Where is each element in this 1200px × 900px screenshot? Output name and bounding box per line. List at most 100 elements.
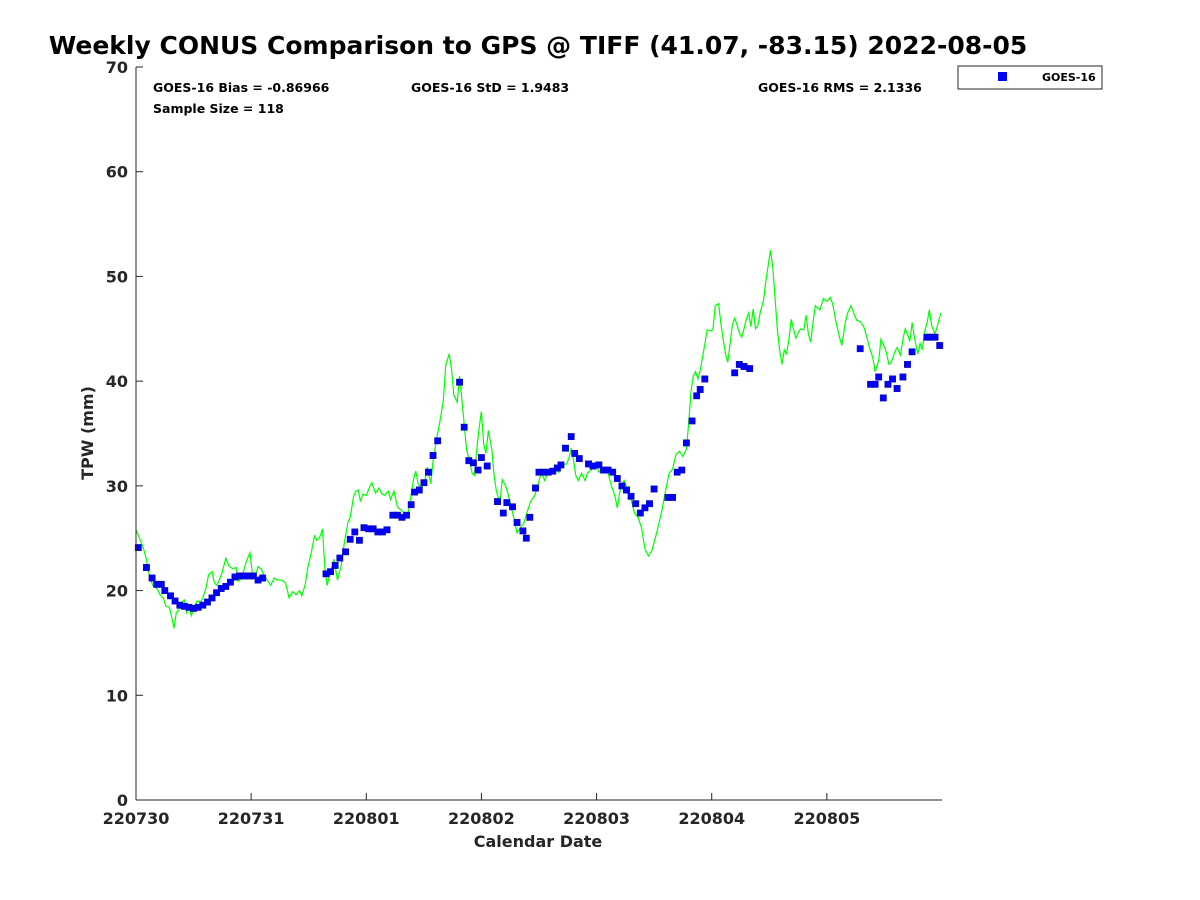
goes16-point bbox=[562, 444, 569, 452]
goes16-point bbox=[171, 597, 179, 605]
goes16-point bbox=[875, 373, 883, 381]
goes16-point bbox=[632, 500, 640, 508]
goes16-point bbox=[327, 568, 334, 576]
goes16-point bbox=[889, 375, 896, 383]
goes16-point bbox=[899, 373, 907, 381]
goes16-point bbox=[575, 455, 583, 462]
goes16-point bbox=[623, 486, 630, 494]
goes16-point bbox=[936, 342, 944, 349]
goes16-point bbox=[148, 574, 156, 582]
goes16-point bbox=[161, 587, 169, 595]
goes16-point bbox=[226, 578, 234, 586]
goes16-point bbox=[425, 468, 432, 476]
x-tick-label: 220805 bbox=[793, 809, 860, 828]
goes16-point bbox=[613, 475, 621, 482]
stat-rms: GOES-16 RMS = 2.1336 bbox=[758, 80, 922, 95]
stat-sample-size: Sample Size = 118 bbox=[153, 101, 284, 116]
goes16-point bbox=[522, 534, 530, 542]
y-tick-label: 30 bbox=[106, 477, 128, 496]
goes16-point bbox=[731, 369, 739, 377]
plot-area bbox=[136, 67, 942, 800]
chart-title: Weekly CONUS Comparison to GPS @ TIFF (4… bbox=[49, 31, 1028, 60]
goes16-point bbox=[650, 485, 658, 493]
goes16-point bbox=[893, 385, 901, 392]
goes16-point bbox=[646, 500, 653, 508]
y-tick-label: 50 bbox=[106, 267, 128, 286]
goes16-point bbox=[746, 365, 754, 372]
goes16-point bbox=[589, 462, 597, 470]
goes16-point bbox=[856, 345, 864, 353]
x-tick-label: 220730 bbox=[103, 809, 170, 828]
goes16-point bbox=[456, 378, 463, 386]
goes16-point bbox=[636, 509, 644, 517]
goes16-point bbox=[509, 503, 516, 511]
goes16-point bbox=[474, 466, 482, 474]
goes16-point bbox=[683, 439, 690, 447]
goes16-point bbox=[609, 468, 617, 476]
x-tick-label: 220801 bbox=[333, 809, 400, 828]
goes16-point bbox=[701, 375, 709, 383]
goes16-point bbox=[503, 499, 511, 506]
goes16-point bbox=[618, 482, 626, 490]
goes16-point bbox=[483, 462, 491, 470]
goes16-point bbox=[557, 461, 565, 469]
x-tick-label: 220731 bbox=[218, 809, 285, 828]
goes16-point bbox=[208, 594, 216, 602]
x-axis-label: Calendar Date bbox=[474, 832, 603, 851]
x-ticks: 220730 220731 220801 220802 220803 220804 2208… bbox=[103, 793, 860, 828]
legend: GOES-16 bbox=[957, 65, 1103, 90]
goes16-point bbox=[157, 580, 165, 588]
goes16-point bbox=[740, 363, 748, 370]
legend-box bbox=[957, 65, 1103, 90]
goes16-point bbox=[693, 392, 701, 400]
goes16-point bbox=[460, 423, 468, 431]
goes16-point bbox=[420, 479, 428, 487]
goes16-point bbox=[532, 484, 539, 492]
goes16-point bbox=[879, 394, 887, 402]
goes16-point bbox=[356, 536, 363, 544]
goes16-point bbox=[222, 583, 230, 590]
axes bbox=[135, 67, 942, 801]
goes16-point bbox=[688, 417, 696, 425]
goes16-point bbox=[434, 437, 442, 445]
goes16-point bbox=[134, 544, 142, 552]
goes16-point bbox=[669, 494, 677, 501]
x-tick-label: 220802 bbox=[448, 809, 515, 828]
y-tick-label: 20 bbox=[106, 582, 128, 601]
goes16-point bbox=[931, 333, 939, 341]
y-tick-label: 10 bbox=[106, 686, 128, 705]
goes16-point bbox=[884, 380, 892, 388]
goes16-point bbox=[526, 513, 534, 521]
y-tick-label: 70 bbox=[106, 58, 128, 77]
goes16-point bbox=[331, 562, 339, 569]
goes16-point bbox=[641, 504, 649, 512]
y-tick-label: 40 bbox=[106, 372, 128, 391]
goes16-point bbox=[415, 486, 423, 494]
goes16-point bbox=[519, 527, 527, 535]
goes16-point bbox=[696, 386, 704, 393]
goes16-point bbox=[383, 526, 391, 534]
goes16-point bbox=[407, 501, 415, 509]
goes16-point bbox=[336, 554, 344, 562]
series-layer bbox=[134, 250, 944, 629]
stats-annotations: GOES-16 Bias = -0.86966 GOES-16 StD = 1.… bbox=[153, 80, 922, 116]
goes16-point bbox=[908, 348, 916, 356]
goes16-point bbox=[213, 589, 220, 597]
goes16-point bbox=[351, 528, 359, 536]
goes16-point bbox=[478, 454, 485, 461]
goes16-point bbox=[470, 459, 477, 467]
goes16-point bbox=[595, 461, 603, 469]
goes16-point bbox=[678, 466, 686, 474]
y-tick-label: 0 bbox=[117, 791, 128, 810]
goes16-point bbox=[259, 574, 267, 582]
stat-bias: GOES-16 Bias = -0.86966 bbox=[153, 80, 330, 95]
goes16-point bbox=[871, 380, 879, 388]
goes16-point bbox=[403, 511, 410, 519]
goes16-point bbox=[904, 361, 911, 368]
goes16-point bbox=[494, 498, 501, 505]
x-tick-label: 220804 bbox=[678, 809, 745, 828]
legend-label: GOES-16 bbox=[1042, 71, 1096, 84]
x-tick-label: 220803 bbox=[563, 809, 630, 828]
y-tick-label: 60 bbox=[106, 163, 128, 182]
